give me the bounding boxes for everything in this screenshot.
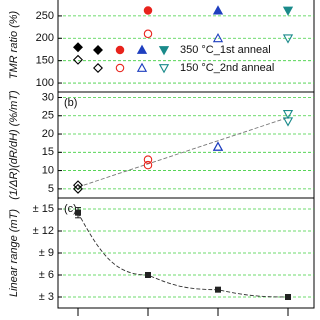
y-axis-label: Linear range (mT) (8, 209, 20, 297)
marker (282, 6, 294, 16)
y-tick-label: 100 (36, 77, 54, 89)
marker (143, 160, 153, 170)
legend-label: 150 °C_2nd anneal (180, 62, 274, 74)
y-tick-label: 10 (42, 164, 54, 176)
marker (73, 183, 83, 194)
marker (215, 286, 221, 293)
marker (285, 294, 291, 300)
trend-line (77, 117, 289, 188)
legend-label: 350 °C_1st anneal (180, 44, 271, 56)
marker (143, 29, 153, 39)
y-tick-label: 15 (42, 146, 54, 158)
marker (73, 54, 83, 65)
marker (212, 141, 224, 151)
marker (282, 110, 294, 120)
y-tick-label: ± 12 (33, 225, 54, 237)
marker (158, 64, 170, 74)
marker (93, 45, 103, 55)
marker (143, 155, 153, 164)
y-tick-label: ± 9 (39, 247, 54, 259)
y-tick-label: ± 15 (33, 203, 54, 215)
y-axis-label: (1/ΔR)(dR/dH) (%/mT) (8, 90, 20, 200)
marker (158, 46, 170, 56)
marker (282, 34, 294, 44)
y-tick-label: 30 (42, 91, 54, 103)
marker (115, 63, 125, 73)
y-tick-label: 20 (42, 128, 54, 140)
marker (73, 180, 83, 191)
marker (115, 45, 125, 55)
marker (75, 209, 81, 216)
plot-area (75, 207, 291, 300)
marker (145, 272, 151, 278)
marker (136, 62, 148, 72)
y-tick-label: 150 (36, 55, 54, 67)
plot-area (73, 110, 294, 194)
marker (73, 42, 83, 53)
y-tick-label: ± 6 (39, 269, 54, 281)
marker (143, 6, 153, 15)
marker (282, 117, 294, 127)
y-axis-label: TMR ratio (%) (8, 10, 20, 79)
y-tick-label: 5 (48, 183, 54, 195)
y-tick-label: 250 (36, 10, 54, 22)
y-tick-label: 25 (42, 110, 54, 122)
marker (93, 63, 103, 73)
plot-area (73, 5, 294, 65)
panel-label: (c) (64, 203, 77, 215)
y-tick-label: 200 (36, 32, 54, 44)
panel-label: (b) (64, 97, 77, 109)
marker (136, 44, 148, 54)
x-ticks (77, 308, 289, 316)
marker (212, 141, 224, 151)
marker (212, 5, 224, 15)
trend-curve (77, 212, 289, 298)
marker (212, 32, 224, 43)
y-tick-label: ± 3 (39, 291, 54, 303)
